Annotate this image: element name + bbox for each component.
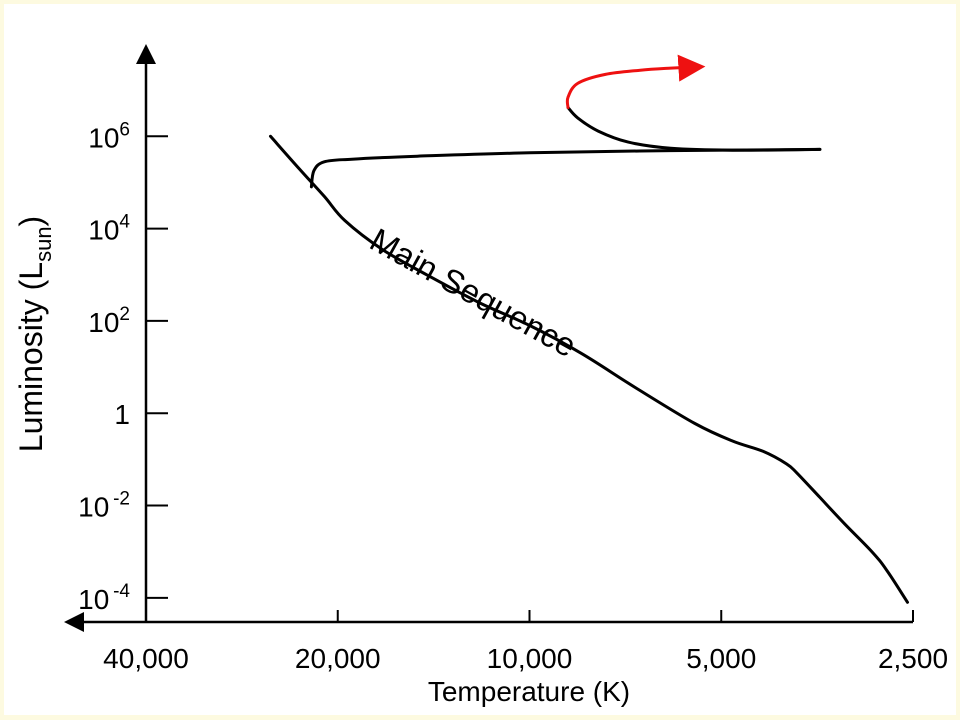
massive-star-track-continuation-line [565,54,706,109]
y-tick-label: 10 -2 [78,489,130,523]
y-tick-label-base: 1 [114,399,130,430]
hr-diagram: 40,000 20,000 10,000 5,000 2,500 10610410211… [13,44,948,707]
main-sequence-annotation: Main Sequence [364,221,583,365]
massive-star-track-return-line [566,106,822,152]
y-tick-label: 1 [114,399,130,430]
y-tick-label: 102 [88,304,130,338]
x-axis-title: Temperature (K) [428,676,630,707]
y-tick-label-base: 10 [88,307,119,338]
y-tick-label-exponent: -2 [109,489,130,510]
y-axis-title-subscript: sun [31,226,56,261]
x-tick-label: 10,000 [487,643,573,674]
main-sequence-line [269,134,909,604]
y-tick-label-exponent: 4 [119,212,130,233]
series-layer [269,54,909,604]
x-tick-label: 40,000 [103,643,189,674]
y-tick-label: 10 -4 [78,581,130,615]
massive-star-track-horizontal-line [309,147,822,189]
y-tick-label: 106 [88,119,130,153]
y-tick-label-base: 10 [78,492,109,523]
y-axis-title-main: Luminosity (L [13,262,49,452]
x-tick-label: 5,000 [686,643,756,674]
chart-area: 40,000 20,000 10,000 5,000 2,500 106 104 102 1 1… [4,4,956,715]
x-axis-ticks: 40,000 20,000 10,000 5,000 2,500 [103,610,948,674]
y-axis-title: Luminosity (Lsun) [13,216,56,452]
y-tick-label: 104 [88,212,130,246]
y-tick-label-base: 10 [78,584,109,615]
y-tick-label-exponent: -4 [109,581,130,602]
y-tick-label-base: 10 [88,215,119,246]
y-axis-title-close: ) [13,216,49,227]
y-tick-label-exponent: 6 [119,119,130,140]
x-tick-label: 2,500 [878,643,948,674]
y-tick-label-base: 10 [88,122,119,153]
y-tick-label-exponent: 2 [119,304,130,325]
x-tick-label: 20,000 [295,643,381,674]
